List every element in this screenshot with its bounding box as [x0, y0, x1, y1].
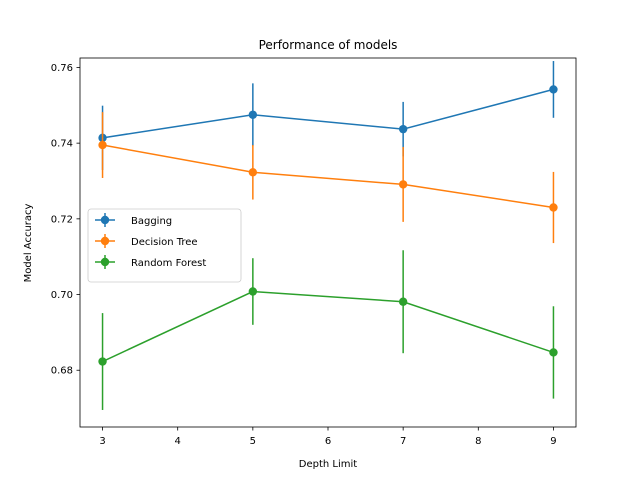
y-tick-label: 0.68: [51, 366, 73, 377]
data-point: [98, 357, 107, 366]
y-tick-label: 0.74: [51, 139, 73, 150]
series-line: [102, 88, 554, 139]
series-decision-tree: [98, 112, 558, 244]
plot-area: 3 4 5 6 7 8 9 0.68 0.70 0.72 0.74 0.76: [51, 57, 577, 447]
data-point: [549, 203, 558, 212]
legend-label: Decision Tree: [131, 237, 198, 248]
y-tick-label: 0.72: [51, 214, 73, 225]
x-tick-label: 7: [400, 436, 406, 447]
y-tick-label: 0.70: [51, 290, 73, 301]
series-bagging: [98, 61, 558, 171]
data-point: [248, 168, 258, 177]
x-tick-label: 8: [475, 436, 481, 447]
legend-swatch-marker: [100, 257, 110, 267]
x-axis-label: Depth Limit: [299, 459, 358, 470]
data-point: [549, 85, 558, 94]
y-tick-label: 0.76: [51, 63, 73, 74]
series-random-forest: [98, 250, 558, 410]
data-point: [398, 297, 408, 306]
legend-label: Random Forest: [131, 258, 206, 269]
data-point: [398, 180, 408, 189]
x-tick-label: 5: [250, 436, 256, 447]
legend-box: [87, 208, 242, 283]
data-point: [398, 124, 408, 134]
legend: Bagging Decision Tree Random Forest: [87, 208, 242, 283]
legend-swatch-marker: [100, 236, 110, 246]
data-point: [549, 348, 558, 357]
data-point: [98, 140, 107, 150]
y-axis-label: Model Accuracy: [23, 203, 34, 282]
x-tick-label: 9: [550, 436, 556, 447]
chart-title: Performance of models: [259, 38, 398, 52]
series-line: [102, 144, 554, 209]
data-point: [248, 110, 258, 119]
series-line: [102, 290, 554, 363]
x-tick-label: 3: [99, 436, 105, 447]
x-tick-label: 4: [175, 436, 181, 447]
legend-swatch-marker: [100, 215, 110, 225]
data-point: [248, 287, 258, 296]
legend-label: Bagging: [131, 216, 172, 227]
x-tick-label: 6: [325, 436, 331, 447]
